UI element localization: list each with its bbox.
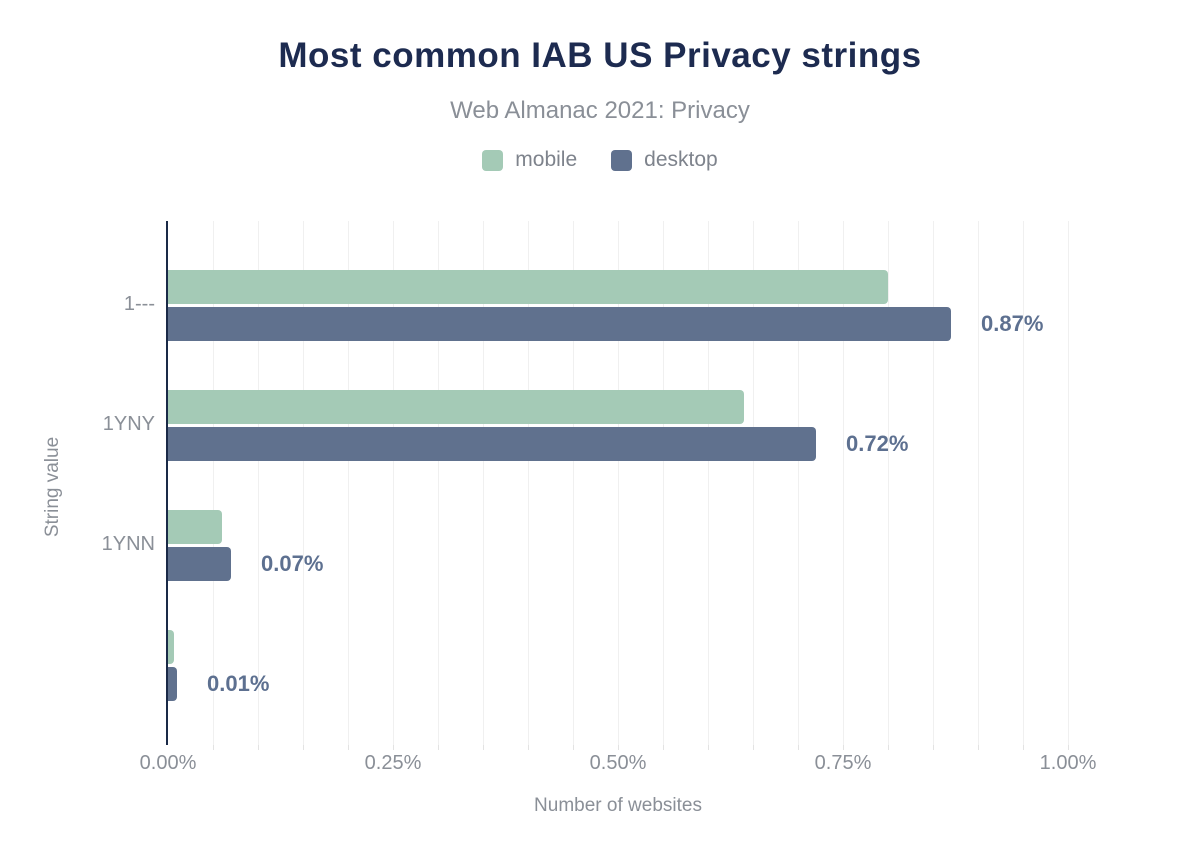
data-label-1YNN: 0.07% [261,550,324,576]
gridline [798,221,799,745]
category-axis-labels: 1--- 1YNY 1YNN [0,221,155,745]
plot-area: 0.87% 0.72% 0.07% 0.01% [166,221,1069,750]
axis-tickmark [888,745,889,750]
data-label-1---: 0.87% [981,310,1044,336]
bar-group-1YNN: 0.07% [168,485,1068,605]
axis-tickmark [1068,745,1069,750]
gridline [933,221,934,745]
bar-desktop-1YNN[interactable] [168,546,231,581]
axis-tickmark [528,745,529,750]
data-label-row4: 0.01% [207,670,270,696]
gridline [843,221,844,745]
y-axis-line [166,221,168,745]
bar-mobile-1YNY[interactable] [168,389,744,424]
legend-swatch-desktop [611,149,633,171]
legend: mobile desktop [0,148,1200,172]
axis-tickmark [663,745,664,750]
axis-tickmark [1023,745,1024,750]
gridline [438,221,439,745]
axis-tickmark [618,745,619,750]
bar-mobile-row4[interactable] [168,629,175,664]
chart-subtitle: Web Almanac 2021: Privacy [450,97,750,124]
category-label-1YNN: 1YNN [101,533,155,555]
legend-label-mobile: mobile [515,148,578,171]
legend-item-mobile[interactable]: mobile [482,148,577,172]
gridline [753,221,754,745]
axis-tickmark [978,745,979,750]
x-tick-label-0.75%: 0.75% [814,752,872,774]
gridline [348,221,349,745]
x-tick-label-0.25%: 0.25% [364,752,422,774]
axis-tickmark [483,745,484,750]
bar-mobile-1---[interactable] [168,269,888,304]
axis-tickmark [393,745,394,750]
axis-tickmark [933,745,934,750]
bar-desktop-row4[interactable] [168,666,177,701]
gridline [528,221,529,745]
bar-group-row4: 0.01% [168,605,1068,725]
axis-tickmark [708,745,709,750]
legend-swatch-mobile [482,149,504,171]
x-tick-label-0.00%: 0.00% [139,752,197,774]
category-label-1---: 1--- [123,293,155,315]
axis-tickmark [258,745,259,750]
axis-tickmark [843,745,844,750]
axis-tickmark [213,745,214,750]
bar-group-1---: 0.87% [168,245,1068,365]
gridline [1023,221,1024,745]
legend-label-desktop: desktop [644,148,718,171]
category-label-1YNY: 1YNY [102,413,155,435]
x-tick-label-1.00%: 1.00% [1039,752,1097,774]
bar-group-1YNY: 0.72% [168,365,1068,485]
data-label-1YNY: 0.72% [846,430,909,456]
gridline [708,221,709,745]
gridline [1068,221,1069,745]
axis-tickmark [573,745,574,750]
axis-tickmark [303,745,304,750]
legend-item-desktop[interactable]: desktop [611,148,718,172]
axis-tickmark [438,745,439,750]
gridline [573,221,574,745]
gridline [258,221,259,745]
gridline [663,221,664,745]
gridline [213,221,214,745]
gridline [978,221,979,745]
gridline [393,221,394,745]
x-axis-title: Number of websites [534,795,702,816]
bar-desktop-1---[interactable] [168,306,951,341]
axis-tickmark [348,745,349,750]
gridline [483,221,484,745]
bar-mobile-1YNN[interactable] [168,509,222,544]
x-axis-tick-labels: 0.00% 0.25% 0.50% 0.75% 1.00% [140,752,1097,778]
bar-desktop-1YNY[interactable] [168,426,816,461]
gridline [618,221,619,745]
gridline [303,221,304,745]
x-tick-label-0.50%: 0.50% [589,752,647,774]
chart-title: Most common IAB US Privacy strings [278,36,922,75]
axis-tickmark [798,745,799,750]
gridline [888,221,889,745]
axis-tickmark [753,745,754,750]
